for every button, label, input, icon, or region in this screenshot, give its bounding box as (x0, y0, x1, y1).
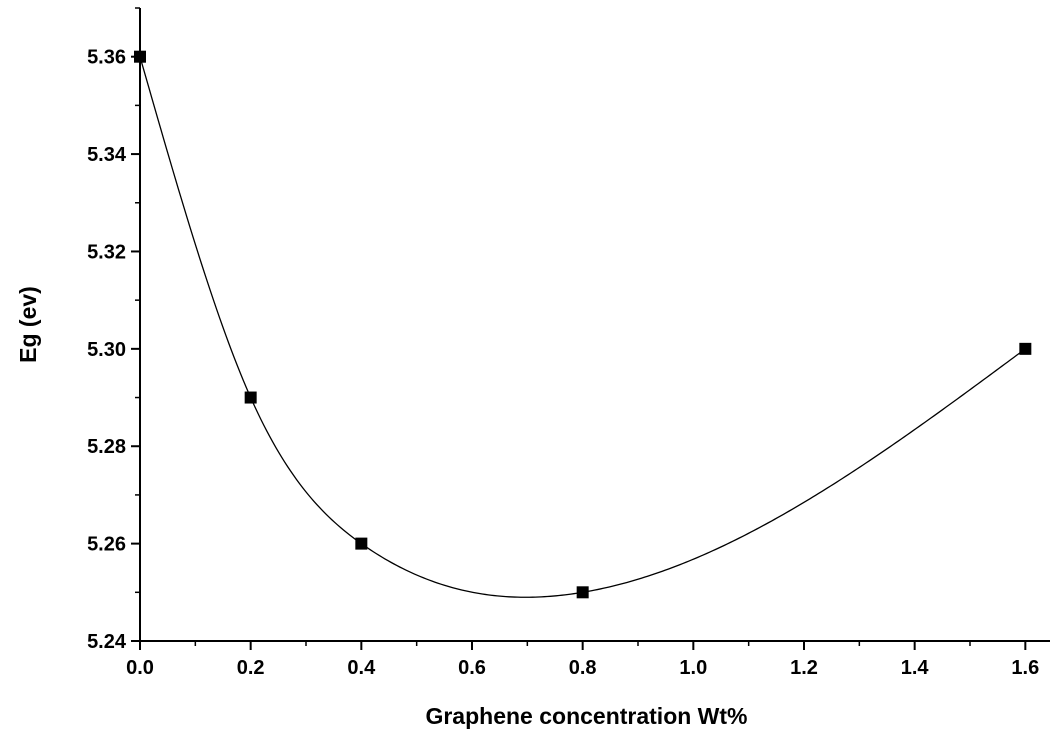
x-tick-label: 1.2 (790, 657, 818, 679)
x-tick-label: 0.6 (458, 657, 486, 679)
fit-curve (139, 56, 1026, 598)
data-point-marker (576, 586, 589, 599)
x-tick-label: 0.2 (237, 657, 265, 679)
y-tick-label: 5.26 (87, 534, 126, 556)
x-tick-label: 1.4 (901, 657, 930, 679)
x-tick-label: 0.8 (569, 657, 597, 679)
x-axis-title: Graphene concentration Wt% (425, 703, 747, 729)
y-tick-label: 5.32 (87, 241, 126, 263)
y-tick-label: 5.36 (87, 47, 126, 69)
x-tick-label: 0.4 (347, 657, 376, 679)
y-tick-label: 5.24 (87, 631, 127, 653)
y-tick-label: 5.34 (87, 144, 127, 166)
tick-labels: 0.0 0.2 0.4 0.6 0.8 1.0 1.2 1.4 1.6 5.24 5.26 5.28 5… (87, 47, 1039, 679)
x-tick-label: 1.6 (1011, 657, 1039, 679)
ticks (131, 7, 1027, 650)
y-tick-label: 5.28 (87, 436, 126, 458)
y-axis-title: Eg (ev) (15, 286, 41, 363)
y-tick-label: 5.30 (87, 339, 126, 361)
data-markers (134, 50, 1032, 599)
data-point-marker (1019, 342, 1032, 355)
data-point-marker (134, 50, 146, 63)
x-tick-label: 0.0 (126, 657, 154, 679)
data-point-marker (355, 537, 368, 550)
data-point-marker (244, 391, 257, 404)
axes (139, 8, 1050, 642)
x-tick-label: 1.0 (679, 657, 707, 679)
